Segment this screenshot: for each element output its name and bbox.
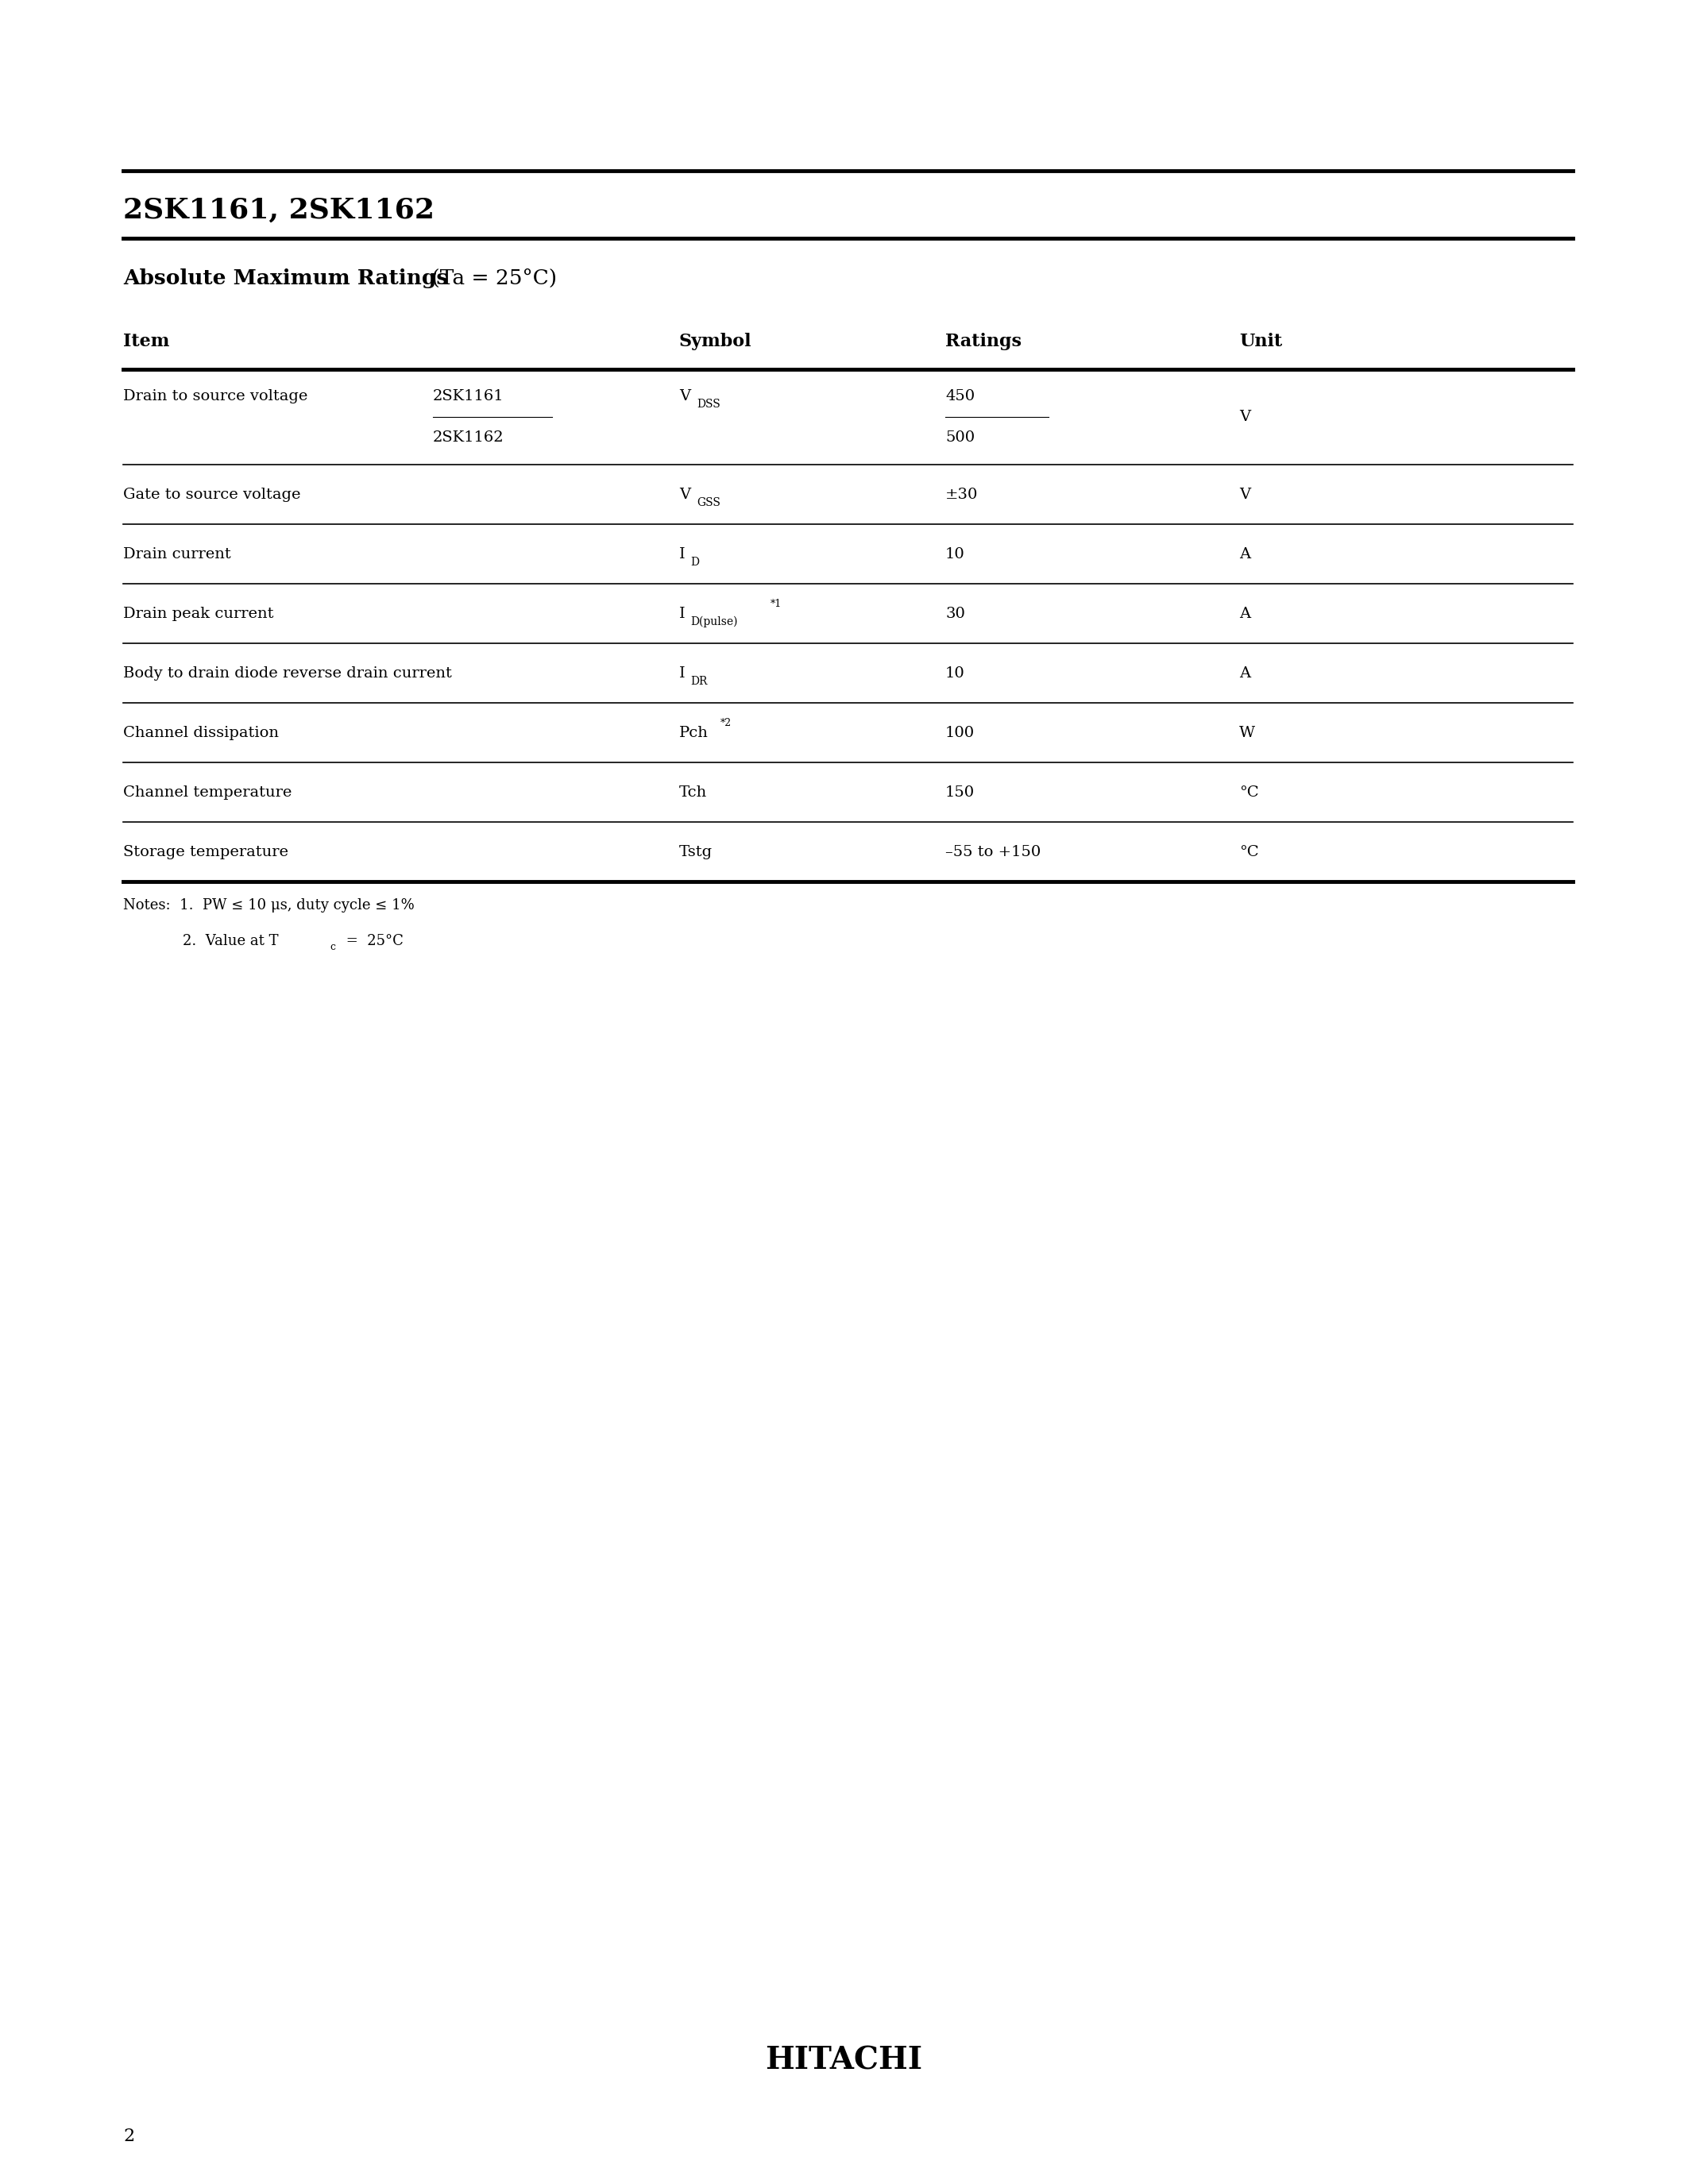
Text: 10: 10 xyxy=(945,546,966,561)
Text: Tch: Tch xyxy=(679,784,707,799)
Text: c: c xyxy=(329,941,336,952)
Text: Pch: Pch xyxy=(679,725,709,740)
Text: Drain to source voltage: Drain to source voltage xyxy=(123,389,307,404)
Text: Notes:  1.  PW ≤ 10 μs, duty cycle ≤ 1%: Notes: 1. PW ≤ 10 μs, duty cycle ≤ 1% xyxy=(123,898,415,913)
Text: A: A xyxy=(1239,546,1251,561)
Text: DSS: DSS xyxy=(697,397,721,408)
Text: 150: 150 xyxy=(945,784,974,799)
Text: Unit: Unit xyxy=(1239,332,1283,349)
Text: W: W xyxy=(1239,725,1256,740)
Text: HITACHI: HITACHI xyxy=(765,2046,923,2077)
Text: °C: °C xyxy=(1239,845,1259,858)
Text: I: I xyxy=(679,666,685,679)
Text: V: V xyxy=(679,487,690,502)
Text: 500: 500 xyxy=(945,430,974,446)
Text: Ratings: Ratings xyxy=(945,332,1021,349)
Text: I: I xyxy=(679,607,685,620)
Text: Gate to source voltage: Gate to source voltage xyxy=(123,487,300,502)
Text: 2SK1162: 2SK1162 xyxy=(432,430,505,446)
Text: *1: *1 xyxy=(770,598,782,609)
Text: V: V xyxy=(679,389,690,404)
Text: 2.  Value at T: 2. Value at T xyxy=(182,935,279,948)
Text: Body to drain diode reverse drain current: Body to drain diode reverse drain curren… xyxy=(123,666,452,679)
Text: I: I xyxy=(679,546,685,561)
Text: Channel temperature: Channel temperature xyxy=(123,784,292,799)
Text: 2: 2 xyxy=(123,2127,135,2145)
Text: Absolute Maximum Ratings: Absolute Maximum Ratings xyxy=(123,269,449,288)
Text: D(pulse): D(pulse) xyxy=(690,616,738,627)
Text: 30: 30 xyxy=(945,607,966,620)
Text: D: D xyxy=(690,557,699,568)
Text: V: V xyxy=(1239,411,1251,424)
Text: GSS: GSS xyxy=(697,496,721,509)
Text: °C: °C xyxy=(1239,784,1259,799)
Text: –55 to +150: –55 to +150 xyxy=(945,845,1041,858)
Text: Drain peak current: Drain peak current xyxy=(123,607,273,620)
Text: Drain current: Drain current xyxy=(123,546,231,561)
Text: 450: 450 xyxy=(945,389,974,404)
Text: Storage temperature: Storage temperature xyxy=(123,845,289,858)
Text: DR: DR xyxy=(690,675,707,686)
Text: 100: 100 xyxy=(945,725,974,740)
Text: Channel dissipation: Channel dissipation xyxy=(123,725,279,740)
Text: Symbol: Symbol xyxy=(679,332,751,349)
Text: Item: Item xyxy=(123,332,169,349)
Text: *2: *2 xyxy=(721,719,731,727)
Text: 2SK1161: 2SK1161 xyxy=(432,389,505,404)
Text: ±30: ±30 xyxy=(945,487,977,502)
Text: V: V xyxy=(1239,487,1251,502)
Text: 10: 10 xyxy=(945,666,966,679)
Text: Tstg: Tstg xyxy=(679,845,712,858)
Text: =  25°C: = 25°C xyxy=(341,935,403,948)
Text: (Ta = 25°C): (Ta = 25°C) xyxy=(425,269,557,288)
Text: A: A xyxy=(1239,666,1251,679)
Text: A: A xyxy=(1239,607,1251,620)
Text: 2SK1161, 2SK1162: 2SK1161, 2SK1162 xyxy=(123,197,434,225)
